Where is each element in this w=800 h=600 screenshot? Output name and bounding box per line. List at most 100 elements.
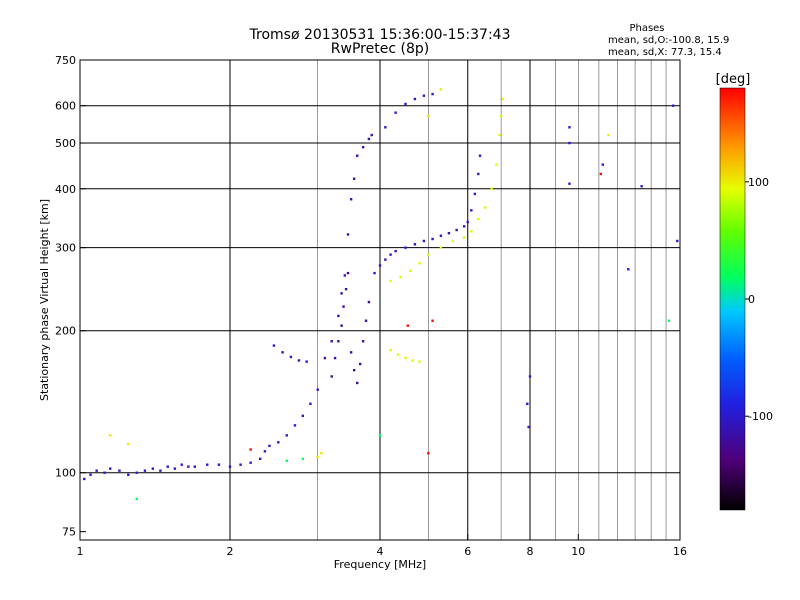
data-point — [367, 137, 371, 141]
x-tick-label: 6 — [464, 545, 471, 558]
data-point — [173, 467, 177, 470]
data-point — [358, 362, 362, 366]
data-point — [127, 473, 130, 476]
data-point — [404, 356, 407, 360]
data-point — [404, 246, 407, 249]
data-point — [447, 231, 451, 235]
data-point — [349, 351, 353, 354]
data-point — [330, 375, 333, 378]
data-point — [413, 97, 417, 101]
data-point — [309, 402, 312, 405]
data-point — [455, 228, 458, 232]
data-point — [316, 455, 319, 459]
colorbar-tick-label: 0 — [748, 293, 755, 306]
colorbar-ticks: 100 0 -100 — [745, 176, 773, 423]
data-point — [483, 206, 487, 209]
data-point — [330, 340, 333, 343]
data-point — [342, 305, 345, 308]
colorbar-label: [deg] — [716, 72, 751, 87]
data-point — [135, 497, 138, 501]
data-point — [151, 467, 155, 470]
data-point — [320, 451, 323, 455]
x-axis-label: Frequency [MHz] — [334, 558, 426, 571]
grid-layer — [80, 60, 680, 540]
data-point — [499, 115, 503, 118]
x-tick-label: 4 — [377, 545, 384, 558]
data-point — [180, 463, 183, 466]
data-point — [259, 457, 262, 461]
info-heading: Phases — [629, 23, 664, 34]
y-tick-label: 400 — [55, 183, 76, 196]
data-point — [396, 353, 400, 356]
data-point — [394, 111, 397, 114]
data-point — [676, 239, 679, 243]
data-point — [599, 172, 603, 176]
data-point — [394, 249, 397, 253]
data-point — [422, 239, 426, 243]
data-point — [378, 434, 382, 437]
y-tick-label: 500 — [55, 137, 76, 150]
data-point — [355, 154, 359, 157]
data-point — [343, 274, 347, 277]
data-point — [364, 319, 368, 322]
y-tick-label: 600 — [55, 100, 76, 113]
data-point — [568, 182, 571, 185]
data-point — [346, 271, 350, 275]
colorbar — [719, 87, 746, 511]
colorbar-tick-label: -100 — [748, 410, 773, 423]
data-point — [422, 94, 426, 97]
data-point — [301, 457, 305, 461]
y-tick-label: 750 — [55, 54, 76, 67]
data-point — [411, 359, 414, 362]
data-point — [285, 434, 288, 437]
data-point — [527, 425, 530, 429]
data-point — [109, 434, 112, 437]
data-point — [451, 239, 455, 243]
x-tick-label: 10 — [571, 545, 585, 558]
data-point — [528, 375, 532, 378]
data-point — [344, 287, 348, 291]
data-point — [389, 253, 392, 256]
data-point — [384, 126, 387, 129]
data-point — [193, 465, 197, 468]
data-point — [478, 154, 482, 157]
data-point — [439, 246, 443, 249]
y-tick-label: 100 — [55, 467, 76, 480]
data-point — [349, 198, 353, 201]
data-point — [406, 324, 410, 327]
data-point — [373, 271, 376, 275]
data-point — [159, 469, 162, 472]
data-point — [109, 467, 112, 470]
data-point — [228, 465, 232, 468]
y-tick-label: 200 — [55, 325, 76, 338]
data-point — [83, 477, 86, 481]
x-tick-label: 2 — [227, 545, 234, 558]
data-point — [305, 360, 308, 363]
data-point — [272, 344, 276, 347]
data-point — [399, 275, 402, 279]
data-point — [268, 444, 271, 448]
colorbar-tick-label: 100 — [748, 176, 769, 189]
data-point — [143, 469, 147, 472]
data-point — [361, 145, 365, 149]
data-point — [427, 115, 430, 118]
data-point — [640, 185, 643, 188]
data-point — [568, 126, 571, 129]
data-point — [285, 459, 288, 462]
data-point — [384, 258, 387, 261]
data-point — [418, 360, 421, 363]
data-point — [431, 92, 434, 96]
info-line-o: mean, sd,O:-100.8, 15.9 — [608, 35, 729, 46]
data-point — [340, 292, 343, 295]
data-point — [187, 465, 190, 468]
data-point — [389, 279, 392, 283]
chart-title: Tromsø 20130531 15:36:00-15:37:43 — [249, 27, 511, 43]
data-point — [355, 381, 359, 385]
data-point — [477, 217, 480, 221]
data-point — [352, 368, 356, 372]
data-point — [297, 359, 301, 362]
data-point — [601, 163, 605, 166]
tick-labels: 1 2 4 6 8 10 16 75 100 200 300 400 500 600 750 — [55, 54, 687, 558]
data-point — [671, 104, 675, 107]
